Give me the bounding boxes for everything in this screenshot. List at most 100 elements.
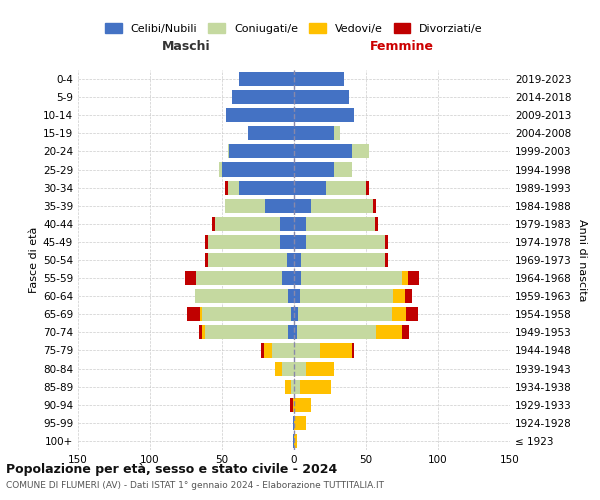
Bar — [334, 162, 352, 176]
Bar — [239, 72, 294, 86]
Bar — [385, 235, 388, 249]
Bar — [225, 180, 228, 194]
Bar — [286, 380, 291, 394]
Bar — [202, 307, 291, 322]
Bar — [196, 271, 283, 285]
Bar — [294, 198, 311, 213]
Bar — [226, 108, 294, 122]
Bar — [297, 326, 376, 340]
Bar — [283, 362, 294, 376]
Bar — [305, 217, 374, 231]
Bar — [294, 217, 305, 231]
Bar — [301, 271, 402, 285]
Bar — [294, 289, 300, 303]
Bar — [264, 344, 272, 357]
Bar — [261, 344, 264, 357]
Bar — [294, 271, 301, 285]
Bar — [208, 235, 280, 249]
Bar — [320, 344, 352, 357]
Text: Maschi: Maschi — [161, 40, 211, 52]
Bar — [294, 126, 334, 140]
Bar — [294, 398, 311, 412]
Bar — [373, 198, 376, 213]
Bar — [228, 180, 239, 194]
Bar — [212, 217, 215, 231]
Bar — [199, 326, 202, 340]
Bar — [265, 198, 294, 213]
Bar — [294, 307, 298, 322]
Bar — [280, 235, 294, 249]
Bar — [294, 90, 349, 104]
Bar — [293, 398, 294, 412]
Bar — [326, 180, 366, 194]
Bar — [290, 398, 293, 412]
Bar — [287, 253, 294, 267]
Bar — [394, 289, 405, 303]
Y-axis label: Anni di nascita: Anni di nascita — [577, 219, 587, 301]
Text: Popolazione per età, sesso e stato civile - 2024: Popolazione per età, sesso e stato civil… — [6, 462, 337, 475]
Bar — [301, 253, 385, 267]
Bar — [294, 326, 297, 340]
Bar — [294, 235, 305, 249]
Bar — [228, 144, 229, 158]
Bar — [229, 144, 294, 158]
Bar — [294, 144, 352, 158]
Bar — [406, 307, 418, 322]
Bar — [275, 362, 283, 376]
Bar — [366, 180, 369, 194]
Bar — [205, 235, 208, 249]
Bar — [248, 126, 294, 140]
Bar — [291, 307, 294, 322]
Bar — [405, 289, 412, 303]
Bar — [402, 326, 409, 340]
Bar — [288, 289, 294, 303]
Text: Femmine: Femmine — [370, 40, 434, 52]
Bar — [293, 434, 294, 448]
Bar — [374, 217, 377, 231]
Bar — [294, 416, 305, 430]
Bar — [352, 344, 355, 357]
Bar — [294, 253, 301, 267]
Bar — [232, 90, 294, 104]
Bar — [202, 326, 205, 340]
Bar — [272, 344, 294, 357]
Bar — [334, 126, 340, 140]
Bar — [352, 144, 369, 158]
Bar — [294, 344, 320, 357]
Bar — [402, 271, 408, 285]
Bar — [385, 253, 388, 267]
Text: COMUNE DI FLUMERI (AV) - Dati ISTAT 1° gennaio 2024 - Elaborazione TUTTITALIA.IT: COMUNE DI FLUMERI (AV) - Dati ISTAT 1° g… — [6, 481, 384, 490]
Bar — [300, 289, 394, 303]
Bar — [392, 307, 406, 322]
Bar — [225, 198, 265, 213]
Bar — [376, 326, 402, 340]
Bar — [291, 380, 294, 394]
Bar — [205, 326, 288, 340]
Y-axis label: Fasce di età: Fasce di età — [29, 227, 39, 293]
Bar — [194, 289, 288, 303]
Bar — [294, 162, 334, 176]
Bar — [219, 162, 222, 176]
Bar — [239, 180, 294, 194]
Bar — [294, 72, 344, 86]
Bar — [205, 253, 208, 267]
Bar — [294, 180, 326, 194]
Bar — [300, 380, 331, 394]
Bar — [222, 162, 294, 176]
Bar — [305, 235, 385, 249]
Bar — [200, 307, 202, 322]
Bar — [208, 253, 287, 267]
Bar — [294, 108, 355, 122]
Bar — [305, 362, 334, 376]
Bar — [288, 326, 294, 340]
Bar — [215, 217, 280, 231]
Bar — [408, 271, 419, 285]
Bar — [298, 307, 392, 322]
Bar — [283, 271, 294, 285]
Bar — [187, 307, 200, 322]
Legend: Celibi/Nubili, Coniugati/e, Vedovi/e, Divorziati/e: Celibi/Nubili, Coniugati/e, Vedovi/e, Di… — [105, 24, 483, 34]
Bar — [294, 380, 300, 394]
Bar — [280, 217, 294, 231]
Bar — [293, 416, 294, 430]
Bar — [294, 434, 297, 448]
